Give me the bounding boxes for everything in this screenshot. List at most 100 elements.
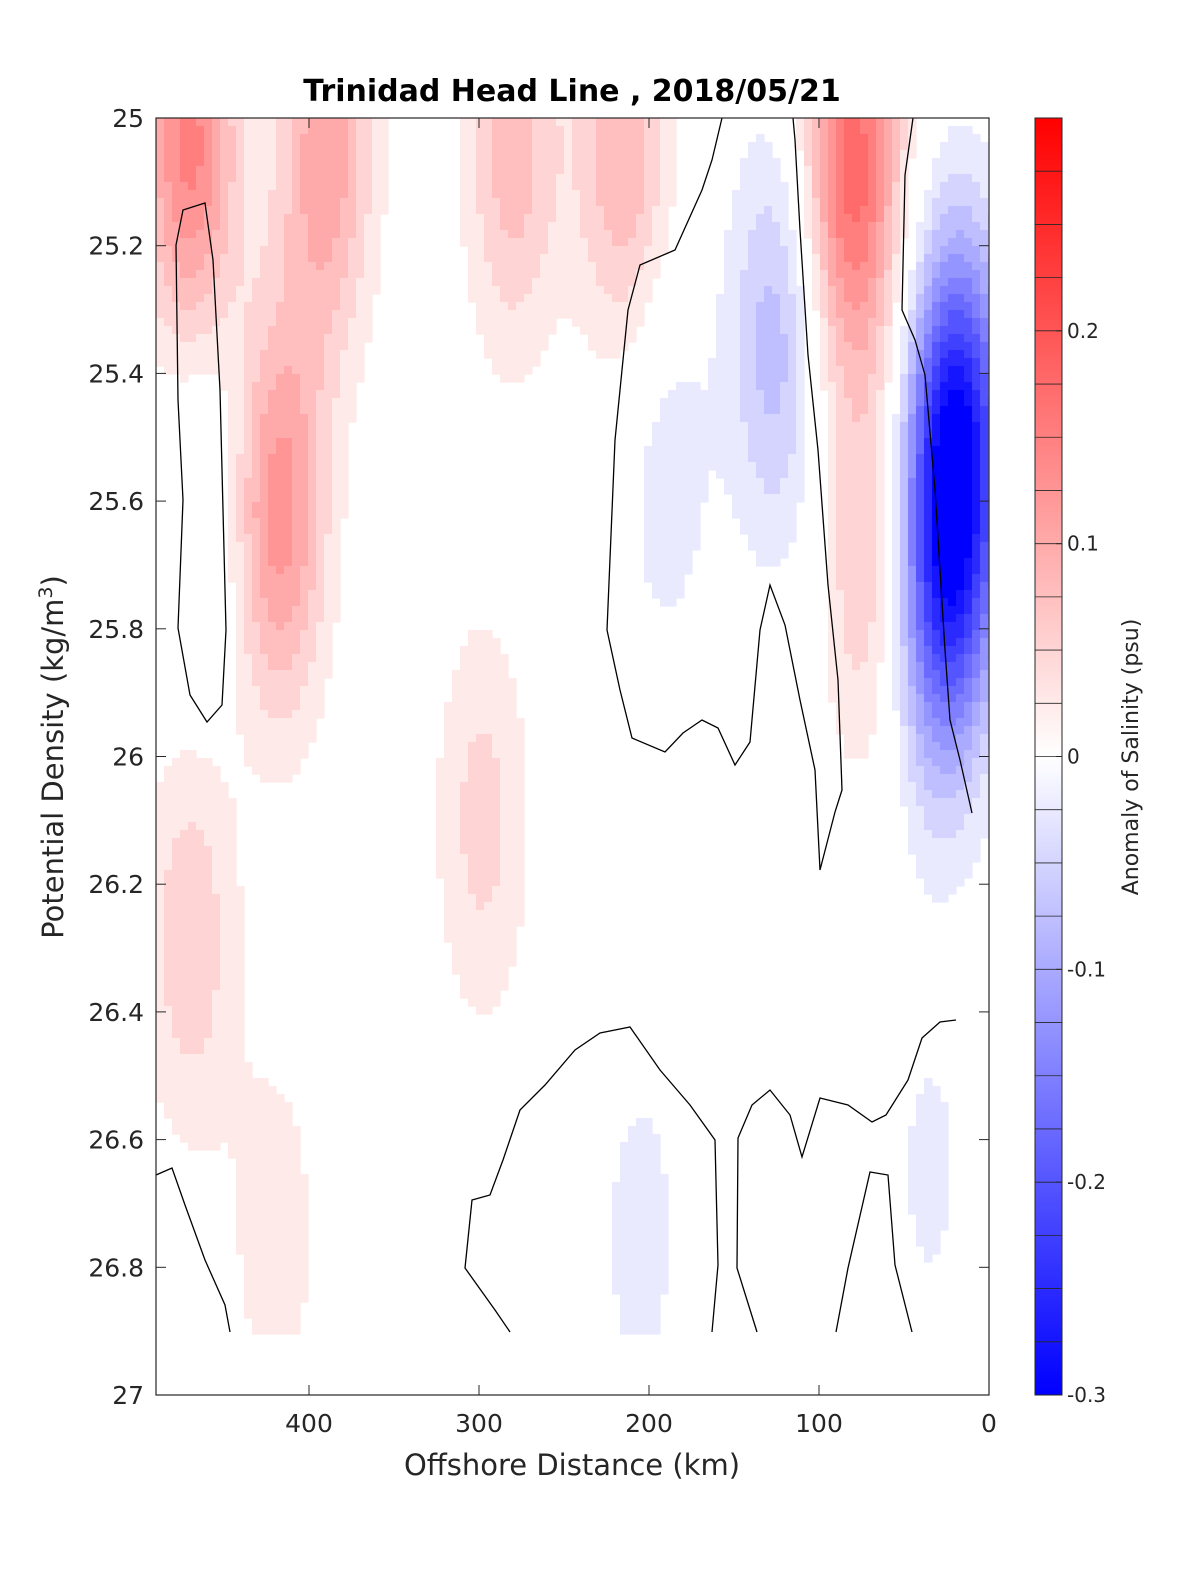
field-cell [740, 358, 749, 367]
field-cell [972, 286, 981, 295]
field-cell [732, 270, 741, 279]
field-cell [484, 654, 493, 663]
field-cell [652, 582, 661, 591]
field-cell [876, 502, 885, 511]
field-cell [700, 446, 709, 455]
field-cell [204, 326, 213, 335]
field-cell [180, 318, 189, 327]
field-cell [780, 422, 789, 431]
field-cell [844, 238, 853, 247]
field-cell [844, 430, 853, 439]
field-cell [380, 158, 389, 167]
field-cell [820, 222, 829, 231]
field-cell [212, 806, 221, 815]
field-cell [436, 806, 445, 815]
field-cell [932, 390, 941, 399]
field-cell [172, 134, 181, 143]
field-cell [324, 614, 333, 623]
field-cell [956, 670, 965, 679]
field-cell [972, 742, 981, 751]
field-cell [540, 318, 549, 327]
field-cell [500, 118, 509, 127]
field-cell [916, 238, 925, 247]
field-cell [252, 726, 261, 735]
field-cell [668, 510, 677, 519]
field-cell [828, 278, 837, 287]
field-cell [964, 382, 973, 391]
field-cell [260, 526, 269, 535]
field-cell [252, 670, 261, 679]
field-cell [356, 366, 365, 375]
field-cell [940, 238, 949, 247]
field-cell [612, 182, 621, 191]
field-cell [868, 318, 877, 327]
field-cell [716, 454, 725, 463]
field-cell [228, 486, 237, 495]
field-cell [252, 142, 261, 151]
field-cell [860, 614, 869, 623]
field-cell [740, 318, 749, 327]
field-cell [956, 790, 965, 799]
field-cell [900, 462, 909, 471]
field-cell [212, 230, 221, 239]
field-cell [276, 510, 285, 519]
field-cell [276, 526, 285, 535]
field-cell [180, 286, 189, 295]
field-cell [292, 558, 301, 567]
field-cell [468, 726, 477, 735]
field-cell [924, 454, 933, 463]
field-cell [340, 422, 349, 431]
field-cell [828, 502, 837, 511]
field-cell [436, 830, 445, 839]
field-cell [300, 750, 309, 759]
field-cell [532, 326, 541, 335]
field-cell [620, 334, 629, 343]
field-cell [452, 750, 461, 759]
field-cell [540, 334, 549, 343]
field-cell [868, 294, 877, 303]
field-cell [348, 278, 357, 287]
field-cell [836, 494, 845, 503]
field-cell [660, 590, 669, 599]
field-cell [548, 142, 557, 151]
field-cell [588, 278, 597, 287]
field-cell [188, 182, 197, 191]
field-cell [460, 774, 469, 783]
field-cell [356, 158, 365, 167]
field-cell [580, 246, 589, 255]
field-cell [788, 526, 797, 535]
field-cell [252, 342, 261, 351]
field-cell [172, 366, 181, 375]
field-cell [956, 166, 965, 175]
field-cell [260, 134, 269, 143]
field-cell [300, 118, 309, 127]
field-cell [828, 390, 837, 399]
field-cell [452, 702, 461, 711]
field-cell [972, 622, 981, 631]
field-cell [244, 246, 253, 255]
field-cell [732, 422, 741, 431]
field-cell [276, 630, 285, 639]
field-cell [236, 126, 245, 135]
field-cell [876, 454, 885, 463]
field-cell [924, 790, 933, 799]
field-cell [468, 662, 477, 671]
field-cell [516, 326, 525, 335]
field-cell [844, 126, 853, 135]
field-cell [980, 174, 989, 183]
field-cell [268, 750, 277, 759]
field-cell [292, 406, 301, 415]
field-cell [284, 182, 293, 191]
field-cell [852, 702, 861, 711]
field-cell [156, 830, 165, 839]
field-cell [284, 574, 293, 583]
field-cell [220, 382, 229, 391]
field-cell [916, 614, 925, 623]
field-cell [780, 390, 789, 399]
field-cell [980, 806, 989, 815]
field-cell [948, 382, 957, 391]
field-cell [508, 190, 517, 199]
field-cell [668, 126, 677, 135]
field-cell [236, 118, 245, 127]
field-cell [828, 294, 837, 303]
